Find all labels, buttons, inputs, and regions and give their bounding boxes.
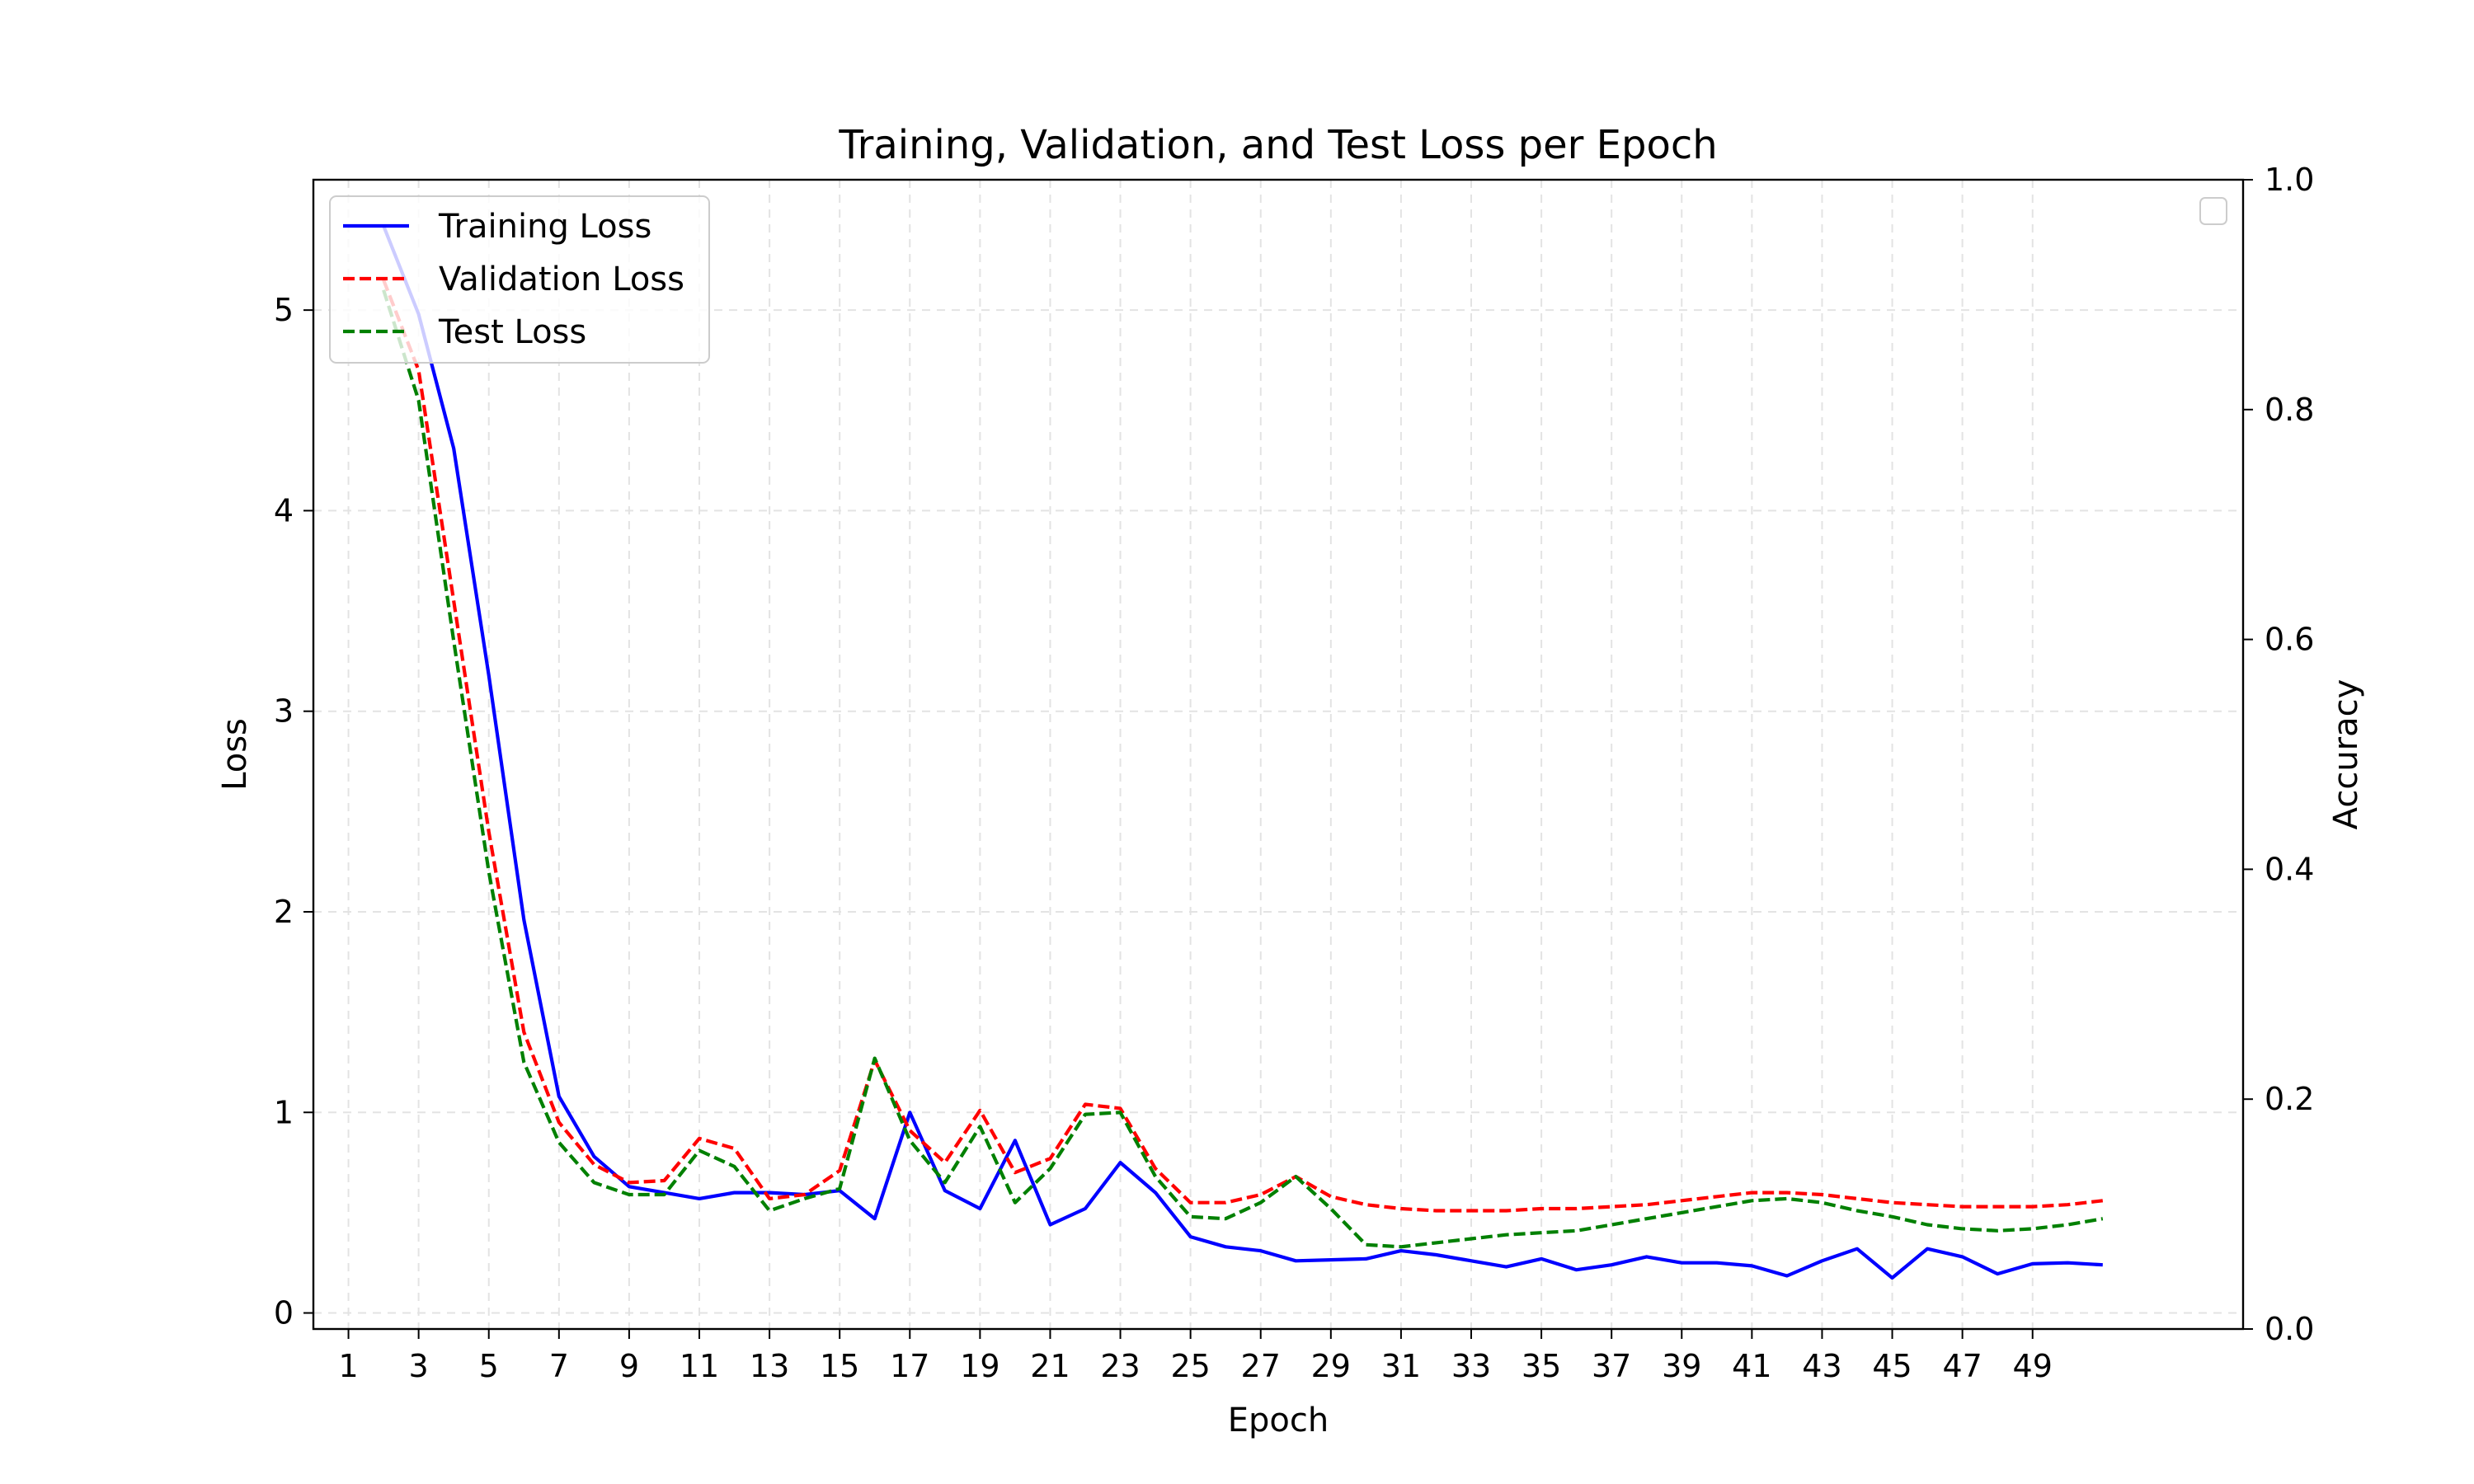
y2-tick-label: 0.8	[2265, 392, 2314, 428]
x-tick-label: 31	[1381, 1348, 1421, 1384]
empty-legend-box	[2199, 197, 2227, 225]
legend-label: Validation Loss	[439, 261, 684, 298]
grid-lines	[313, 180, 2243, 1329]
y-tick-label: 1	[274, 1094, 294, 1130]
y2-tick-label: 0.0	[2265, 1311, 2314, 1347]
x-tick-label: 23	[1100, 1348, 1140, 1384]
x-axis-title: Epoch	[1228, 1402, 1329, 1439]
y-tick-label: 5	[274, 292, 294, 328]
x-tick-label: 45	[1872, 1348, 1912, 1384]
legend-label: Test Loss	[438, 313, 586, 351]
x-tick-label: 5	[479, 1348, 499, 1384]
secondary-y-axis-ticks: 0.0 0.2 0.4 0.6 0.8 1.0	[2243, 162, 2314, 1347]
y2-tick-label: 0.2	[2265, 1081, 2314, 1117]
x-tick-label: 49	[2013, 1348, 2053, 1384]
x-tick-label: 21	[1030, 1348, 1070, 1384]
x-tick-label: 17	[890, 1348, 929, 1384]
x-tick-label: 39	[1662, 1348, 1701, 1384]
secondary-y-axis-title: Accuracy	[2327, 679, 2365, 830]
plot-frame	[312, 178, 2245, 1331]
legend-label: Training Loss	[438, 208, 651, 246]
training-loss-line	[382, 225, 2103, 1280]
x-axis-ticks: 1 3 5 7 9 11 13 15 17 19 21 23 25 27 29 31 33 35 37 39 41 43 4…	[338, 1329, 2053, 1384]
x-tick-label: 41	[1732, 1348, 1771, 1384]
y-tick-label: 0	[274, 1295, 294, 1331]
x-tick-label: 1	[338, 1348, 358, 1384]
y2-tick-label: 0.4	[2265, 851, 2314, 887]
x-tick-label: 35	[1522, 1348, 1561, 1384]
x-tick-label: 37	[1592, 1348, 1631, 1384]
x-tick-label: 15	[820, 1348, 859, 1384]
x-tick-label: 47	[1942, 1348, 1982, 1384]
x-tick-label: 33	[1451, 1348, 1491, 1384]
y2-tick-label: 1.0	[2265, 162, 2314, 198]
y2-tick-label: 0.6	[2265, 622, 2314, 658]
y-tick-label: 3	[274, 693, 294, 730]
x-tick-label: 7	[549, 1348, 569, 1384]
x-tick-label: 13	[750, 1348, 789, 1384]
x-tick-label: 25	[1170, 1348, 1210, 1384]
x-tick-label: 9	[619, 1348, 639, 1384]
y-axis-title: Loss	[216, 718, 254, 791]
x-tick-label: 11	[680, 1348, 719, 1384]
x-tick-label: 27	[1241, 1348, 1281, 1384]
x-tick-label: 29	[1311, 1348, 1351, 1384]
x-tick-label: 43	[1802, 1348, 1841, 1384]
y-axis-ticks: 0 1 2 3 4 5	[274, 292, 313, 1331]
validation-loss-line	[382, 279, 2104, 1213]
x-tick-label: 3	[409, 1348, 429, 1384]
x-tick-label: 19	[960, 1348, 999, 1384]
y-tick-label: 4	[274, 492, 294, 528]
legend-box	[329, 195, 710, 364]
y-tick-label: 2	[274, 894, 294, 930]
series-lines	[382, 225, 2104, 1280]
test-loss-line	[382, 289, 2104, 1249]
chart-title: Training, Validation, and Test Loss per …	[838, 122, 1717, 168]
legend: Training Loss Validation Loss Test Loss	[329, 195, 710, 364]
